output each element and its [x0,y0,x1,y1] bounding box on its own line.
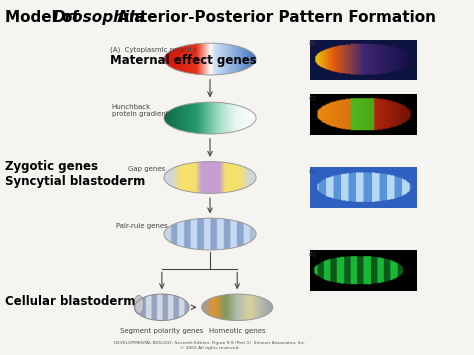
Text: (D): (D) [309,169,317,174]
Text: Hunchback
protein gradient: Hunchback protein gradient [111,104,168,117]
Text: Drosophila: Drosophila [53,10,146,24]
Ellipse shape [134,295,144,314]
Ellipse shape [164,218,256,250]
Text: Gap genes: Gap genes [128,166,165,172]
Ellipse shape [135,294,189,321]
Ellipse shape [164,102,256,134]
Text: Anterior-Posterior Pattern Formation: Anterior-Posterior Pattern Formation [111,10,436,24]
Text: Zygotic genes
Syncytial blastoderm: Zygotic genes Syncytial blastoderm [5,160,145,188]
Text: (B): (B) [309,42,316,47]
Ellipse shape [201,294,273,321]
Text: Cellular blastoderm: Cellular blastoderm [5,295,135,308]
Text: (A)  Cytoplasmic polarity: (A) Cytoplasmic polarity [109,46,196,53]
Text: Pair-rule genes: Pair-rule genes [116,223,168,229]
Text: Segment polarity genes: Segment polarity genes [120,328,203,334]
Ellipse shape [164,43,256,75]
Ellipse shape [164,162,256,193]
Text: Model of: Model of [5,10,84,24]
Text: (E): (E) [309,252,316,257]
Text: DEVELOPMENTAL BIOLOGY, Seventh Edition, Figure 9.9 (Part 1)  Sinauer Associates,: DEVELOPMENTAL BIOLOGY, Seventh Edition, … [114,342,306,350]
Text: Maternal effect genes: Maternal effect genes [109,54,256,67]
Text: (C): (C) [309,96,316,101]
Text: Homeotic genes: Homeotic genes [209,328,265,334]
